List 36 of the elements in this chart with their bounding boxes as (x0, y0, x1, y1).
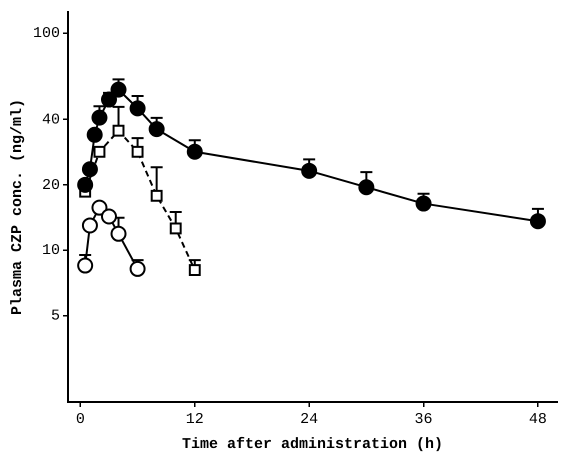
point (132, 146, 144, 158)
x-tick-label: 36 (414, 410, 433, 428)
point (91, 200, 108, 216)
point (301, 162, 318, 179)
point (82, 161, 98, 178)
point (170, 222, 182, 234)
y-tick-label: 100 (32, 25, 60, 42)
point (100, 92, 117, 108)
point (130, 100, 146, 116)
point (530, 213, 546, 230)
point (188, 264, 201, 276)
point (91, 110, 108, 126)
x-tick-label: 12 (186, 410, 204, 428)
point (100, 208, 117, 224)
point (86, 126, 103, 143)
x-tick-label: 48 (528, 410, 547, 428)
x-tick-label: 0 (76, 410, 85, 428)
point (77, 258, 94, 274)
point (110, 82, 127, 98)
y-tick-label: 20 (42, 176, 60, 194)
point (112, 124, 124, 137)
y-axis-title: Plasma CZP conc. (ng/ml) (8, 98, 26, 316)
point (94, 146, 106, 158)
x-axis-title: Time after administration (h) (182, 436, 444, 453)
point (110, 226, 127, 242)
y-tick-label: 10 (42, 242, 60, 260)
point (82, 217, 98, 234)
y-tick-label: 40 (42, 111, 60, 128)
point (358, 179, 374, 196)
point (186, 144, 203, 160)
x-tick-label: 24 (300, 410, 318, 428)
point (150, 190, 163, 202)
y-tick-label: 5 (50, 308, 60, 325)
point (416, 196, 432, 212)
point (148, 121, 165, 138)
point (77, 176, 94, 193)
